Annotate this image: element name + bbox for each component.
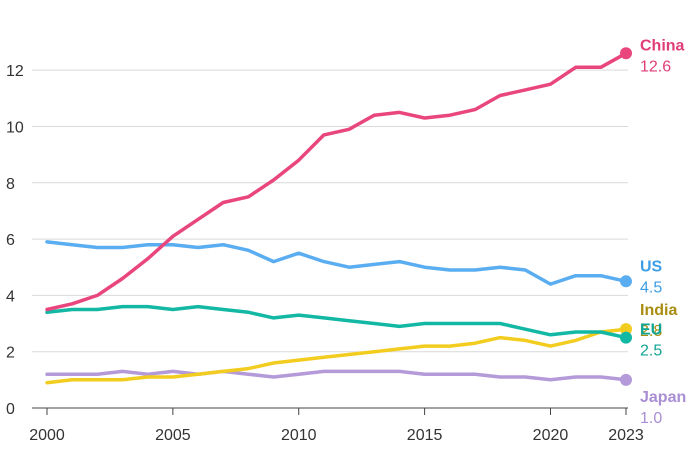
end-label-value-india: 2.8	[640, 323, 662, 340]
series-lines	[45, 51, 628, 385]
y-tick-label: 0	[6, 401, 15, 418]
end-marker-japan	[620, 373, 632, 386]
series-end-markers	[620, 47, 632, 386]
end-marker-eu	[620, 331, 632, 344]
x-tick-label: 2000	[29, 427, 65, 444]
y-tick-label: 4	[6, 288, 15, 305]
line-japan	[45, 369, 628, 382]
x-axis-tick-labels: 2000 2005 2010 2015 2020 2023	[29, 427, 644, 444]
y-tick-label: 12	[6, 63, 24, 80]
end-label-value-japan: 1.0	[640, 410, 662, 427]
line-india	[45, 327, 628, 385]
line-eu	[45, 304, 628, 340]
end-label-value-eu: 2.5	[640, 343, 662, 360]
x-axis	[32, 407, 628, 415]
y-tick-label: 10	[6, 119, 24, 136]
x-tick-label: 2005	[155, 427, 191, 444]
x-tick-label: 2010	[281, 427, 317, 444]
end-marker-us	[620, 275, 632, 288]
y-axis-tick-labels: 0 2 4 6 8 10 12	[6, 63, 24, 418]
end-label-name-eu: EU	[640, 322, 662, 339]
x-tick-label: 2023	[608, 427, 644, 444]
end-label-name-china: China	[640, 37, 685, 54]
end-marker-india	[620, 323, 632, 336]
line-us	[45, 240, 628, 286]
y-tick-label: 8	[6, 176, 15, 193]
end-label-name-japan: Japan	[640, 389, 686, 406]
end-label-value-us: 4.5	[640, 279, 662, 296]
end-marker-china	[620, 47, 632, 60]
end-label-name-india: India	[640, 302, 677, 319]
end-label-name-us: US	[640, 258, 663, 275]
series-end-labels: China 12.6 US 4.5 India 2.8EU 2.5 Japan 1.0	[640, 37, 686, 427]
end-label-value-china: 12.6	[640, 58, 671, 75]
y-tick-label: 6	[6, 232, 15, 249]
y-tick-label: 2	[6, 345, 15, 362]
x-tick-label: 2015	[407, 427, 443, 444]
x-tick-label: 2020	[533, 427, 569, 444]
line-china	[45, 51, 628, 312]
gridlines	[32, 69, 628, 353]
